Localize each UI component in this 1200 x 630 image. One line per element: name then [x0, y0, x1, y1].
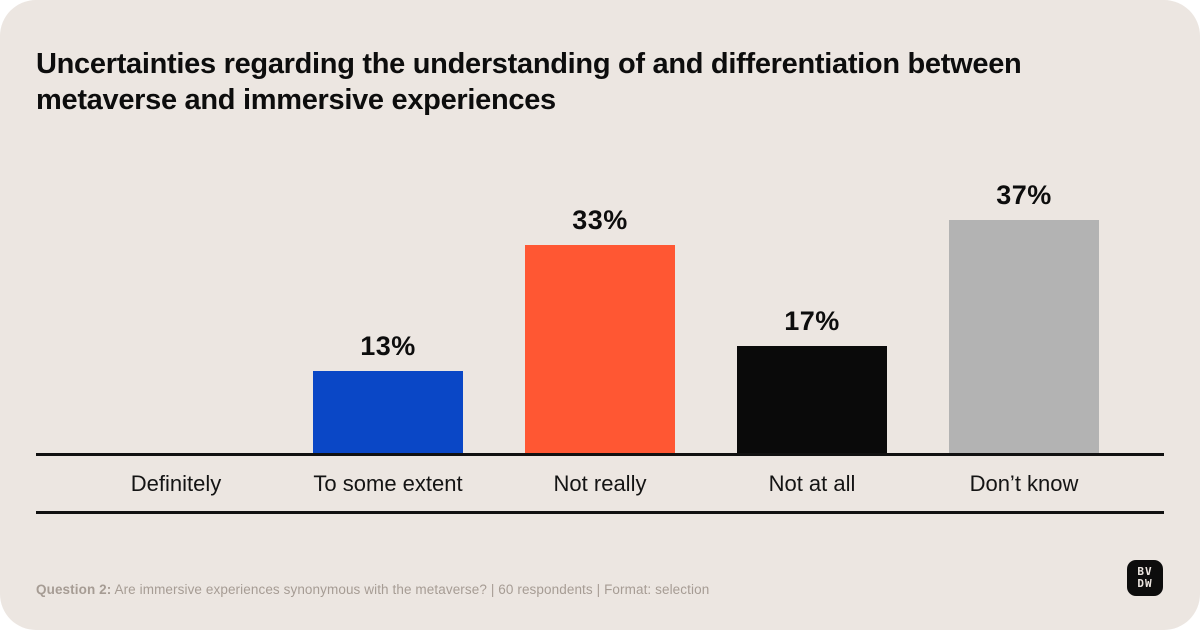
bar-value-label-1: 13% [360, 331, 416, 361]
category-label-3: Not at all [768, 470, 856, 496]
bar-column-2: 33% [494, 205, 706, 453]
bar-column-3: 17% [706, 306, 918, 453]
bar-value-label-2: 33% [572, 205, 628, 235]
logo-line-1: BV [1137, 565, 1153, 578]
question-label: Question 2: [36, 582, 112, 597]
footer-caption: Question 2: Are immersive experiences sy… [36, 582, 709, 597]
bar-column-0 [70, 443, 282, 453]
bar-column-4: 37% [918, 180, 1130, 453]
underline-axis [36, 511, 1164, 514]
bar-column-1: 13% [282, 331, 494, 453]
baseline-axis [36, 453, 1164, 456]
category-label-4: Don’t know [969, 470, 1079, 496]
category-label-2: Not really [553, 470, 647, 496]
question-text: Are immersive experiences synonymous wit… [114, 582, 487, 597]
bvdw-logo-icon: BV DW [1127, 560, 1163, 596]
category-label-0: Definitely [130, 470, 222, 496]
logo-line-2: DW [1137, 577, 1153, 590]
bar-4 [949, 220, 1099, 453]
bar-2 [525, 245, 675, 453]
chart-bars: 13% 33% 17% 37% [36, 0, 1164, 453]
chart-title: Uncertainties regarding the understandin… [36, 48, 1022, 117]
bar-3 [737, 346, 887, 453]
footer-meta: | 60 respondents | Format: selection [490, 582, 710, 597]
bar-1 [313, 371, 463, 453]
bar-value-label-4: 37% [996, 180, 1052, 210]
chart-labels: Definitely To some extent Not really Not at… [36, 456, 1164, 511]
category-label-1: To some extent [313, 470, 463, 496]
bar-value-label-3: 17% [784, 306, 840, 336]
